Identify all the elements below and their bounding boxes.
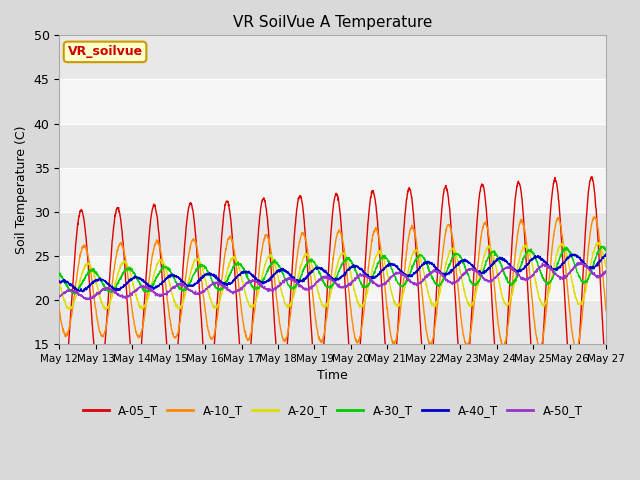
A-10_T: [554, 216, 561, 222]
A-40_T: [602, 251, 610, 256]
A-20_T: [554, 248, 562, 253]
A-50_T: [84, 297, 92, 302]
A-40_T: [554, 266, 562, 272]
Title: VR SoilVue A Temperature: VR SoilVue A Temperature: [233, 15, 433, 30]
A-10_T: [591, 214, 599, 220]
A-50_T: [56, 294, 63, 300]
A-05_T: [569, 393, 577, 398]
Bar: [60, 256, 606, 300]
A-50_T: [570, 266, 577, 272]
A-10_T: [492, 295, 499, 301]
X-axis label: Time: Time: [317, 369, 348, 382]
Legend: A-05_T, A-10_T, A-20_T, A-30_T, A-40_T, A-50_T: A-05_T, A-10_T, A-20_T, A-30_T, A-40_T, …: [78, 399, 588, 421]
A-30_T: [602, 248, 610, 253]
A-40_T: [208, 272, 216, 278]
Line: A-30_T: A-30_T: [60, 246, 606, 294]
Line: A-05_T: A-05_T: [60, 177, 606, 396]
A-20_T: [492, 263, 499, 269]
A-50_T: [492, 275, 499, 281]
A-10_T: [348, 319, 356, 325]
A-10_T: [569, 335, 577, 341]
A-50_T: [602, 269, 610, 275]
Y-axis label: Soil Temperature (C): Soil Temperature (C): [15, 125, 28, 254]
Bar: [60, 79, 606, 123]
A-40_T: [79, 289, 86, 295]
A-20_T: [602, 264, 610, 270]
A-50_T: [577, 259, 585, 265]
A-20_T: [102, 306, 109, 312]
Text: VR_soilvue: VR_soilvue: [67, 46, 143, 59]
A-20_T: [360, 300, 368, 305]
A-40_T: [492, 259, 499, 264]
A-30_T: [570, 257, 577, 263]
Bar: [60, 36, 606, 79]
A-40_T: [56, 278, 63, 284]
A-05_T: [602, 372, 610, 378]
Bar: [60, 168, 606, 212]
A-10_T: [208, 335, 216, 341]
A-10_T: [56, 308, 63, 313]
A-05_T: [360, 278, 368, 284]
A-05_T: [56, 360, 63, 366]
A-30_T: [492, 251, 499, 257]
A-20_T: [349, 279, 356, 285]
Line: A-50_T: A-50_T: [60, 262, 606, 300]
A-05_T: [570, 393, 577, 399]
Bar: [60, 212, 606, 256]
Bar: [60, 300, 606, 344]
A-30_T: [598, 243, 606, 249]
Bar: [60, 123, 606, 168]
Line: A-40_T: A-40_T: [60, 253, 606, 292]
A-10_T: [602, 308, 610, 313]
Line: A-10_T: A-10_T: [60, 217, 606, 349]
A-05_T: [348, 377, 356, 383]
A-20_T: [208, 300, 216, 305]
A-30_T: [554, 260, 562, 265]
A-05_T: [588, 174, 596, 180]
A-05_T: [492, 354, 499, 360]
A-10_T: [572, 346, 579, 352]
A-40_T: [570, 252, 577, 258]
A-50_T: [208, 282, 216, 288]
A-05_T: [554, 188, 561, 194]
A-50_T: [360, 272, 368, 278]
A-05_T: [208, 369, 216, 374]
A-20_T: [595, 240, 603, 245]
A-10_T: [360, 306, 368, 312]
Line: A-20_T: A-20_T: [60, 242, 606, 309]
A-30_T: [71, 291, 79, 297]
A-20_T: [570, 284, 577, 290]
A-30_T: [208, 278, 216, 284]
A-40_T: [349, 264, 356, 269]
A-50_T: [349, 279, 356, 285]
A-30_T: [349, 260, 356, 266]
A-20_T: [56, 280, 63, 286]
A-40_T: [360, 270, 368, 276]
A-30_T: [56, 270, 63, 276]
A-50_T: [554, 273, 562, 279]
A-30_T: [360, 283, 368, 289]
